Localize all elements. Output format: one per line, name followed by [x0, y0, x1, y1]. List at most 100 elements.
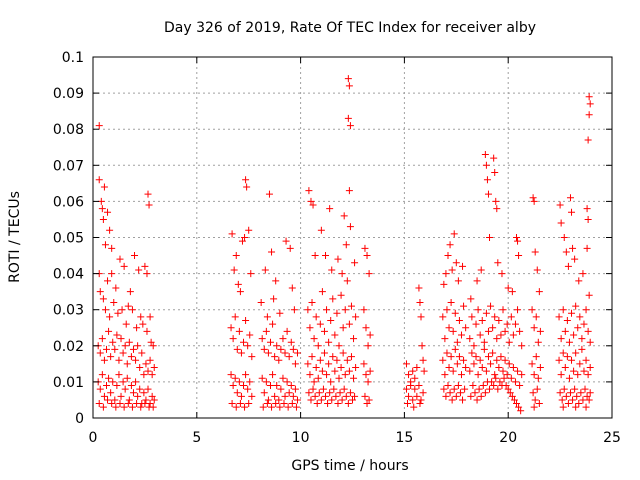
data-point — [350, 374, 358, 382]
data-point — [258, 374, 266, 382]
data-point — [331, 331, 339, 339]
data-point — [142, 360, 150, 368]
data-point — [511, 320, 519, 328]
data-point — [262, 378, 270, 386]
data-point — [508, 288, 516, 296]
data-point — [229, 335, 237, 343]
data-point — [231, 374, 239, 382]
data-point — [501, 327, 509, 335]
data-point — [575, 400, 583, 408]
data-point — [575, 277, 583, 285]
y-axis-tick-labels: 0 0.01 0.02 0.03 0.04 0.05 0.06 0.07 0.08 0.09 0.1 — [53, 50, 84, 427]
data-point — [562, 248, 570, 256]
data-point — [491, 313, 499, 321]
data-point — [134, 392, 142, 400]
data-point — [482, 309, 490, 317]
data-point — [241, 234, 249, 241]
data-point — [308, 353, 316, 361]
data-point — [564, 262, 572, 270]
data-point — [529, 194, 537, 202]
data-point — [240, 338, 248, 346]
data-point — [245, 226, 253, 234]
data-point — [454, 382, 462, 390]
data-point — [243, 183, 251, 191]
x-axis-tick-labels: 0 5 10 15 20 25 — [89, 430, 621, 446]
data-point — [311, 252, 319, 260]
data-point — [518, 371, 526, 379]
data-point — [471, 389, 479, 397]
data-point — [148, 371, 156, 379]
data-point — [308, 298, 316, 306]
y-tick-label: 0 — [75, 411, 84, 427]
data-point — [473, 277, 481, 285]
y-tick-label: 0.09 — [53, 86, 84, 102]
data-point — [555, 356, 563, 364]
data-point — [570, 367, 578, 375]
data-point — [484, 327, 492, 335]
data-point — [266, 338, 274, 346]
data-point — [305, 389, 313, 397]
data-point — [118, 306, 126, 314]
data-point — [291, 385, 299, 393]
data-point — [493, 205, 501, 213]
data-point — [585, 111, 593, 119]
data-point — [108, 270, 116, 278]
data-point — [349, 396, 356, 404]
data-point — [510, 396, 518, 404]
data-point — [563, 353, 571, 361]
data-point — [293, 349, 301, 357]
data-point — [323, 371, 331, 379]
data-point — [144, 367, 152, 375]
data-point — [515, 403, 523, 411]
data-point — [121, 342, 129, 350]
data-point — [276, 309, 284, 317]
data-point — [343, 356, 351, 364]
data-point — [488, 378, 496, 386]
data-point — [102, 345, 110, 353]
data-point — [293, 396, 301, 404]
data-point — [125, 396, 133, 404]
data-points — [94, 75, 594, 415]
data-point — [104, 396, 112, 404]
data-point — [115, 356, 123, 364]
data-point — [112, 284, 120, 292]
data-point — [561, 363, 569, 371]
data-point — [287, 382, 295, 390]
data-point — [562, 392, 570, 400]
data-point — [333, 309, 341, 317]
data-point — [579, 396, 587, 404]
data-point — [102, 382, 110, 390]
data-point — [343, 277, 351, 285]
data-point — [419, 389, 427, 397]
data-point — [585, 291, 593, 299]
data-point — [114, 309, 122, 317]
data-point — [335, 374, 343, 382]
data-point — [119, 349, 127, 357]
data-point — [448, 396, 456, 404]
data-point — [100, 183, 108, 191]
data-point — [104, 277, 112, 285]
data-point — [501, 356, 509, 364]
data-point — [565, 374, 573, 382]
data-point — [506, 389, 514, 397]
data-point — [134, 342, 142, 350]
data-point — [365, 270, 373, 278]
data-point — [559, 349, 567, 357]
data-point — [290, 306, 298, 314]
data-point — [363, 400, 371, 408]
data-point — [101, 241, 109, 249]
data-point — [498, 270, 506, 278]
data-point — [236, 288, 244, 296]
data-point — [507, 374, 515, 382]
data-point — [149, 342, 157, 350]
data-point — [584, 215, 592, 223]
x-tick-label: 20 — [499, 430, 517, 446]
data-point — [141, 262, 149, 270]
data-point — [516, 327, 524, 335]
data-point — [113, 382, 121, 390]
data-point — [246, 378, 254, 386]
grid-lines — [93, 57, 612, 418]
data-point — [530, 324, 538, 332]
data-point — [364, 342, 372, 350]
data-point — [578, 345, 586, 353]
